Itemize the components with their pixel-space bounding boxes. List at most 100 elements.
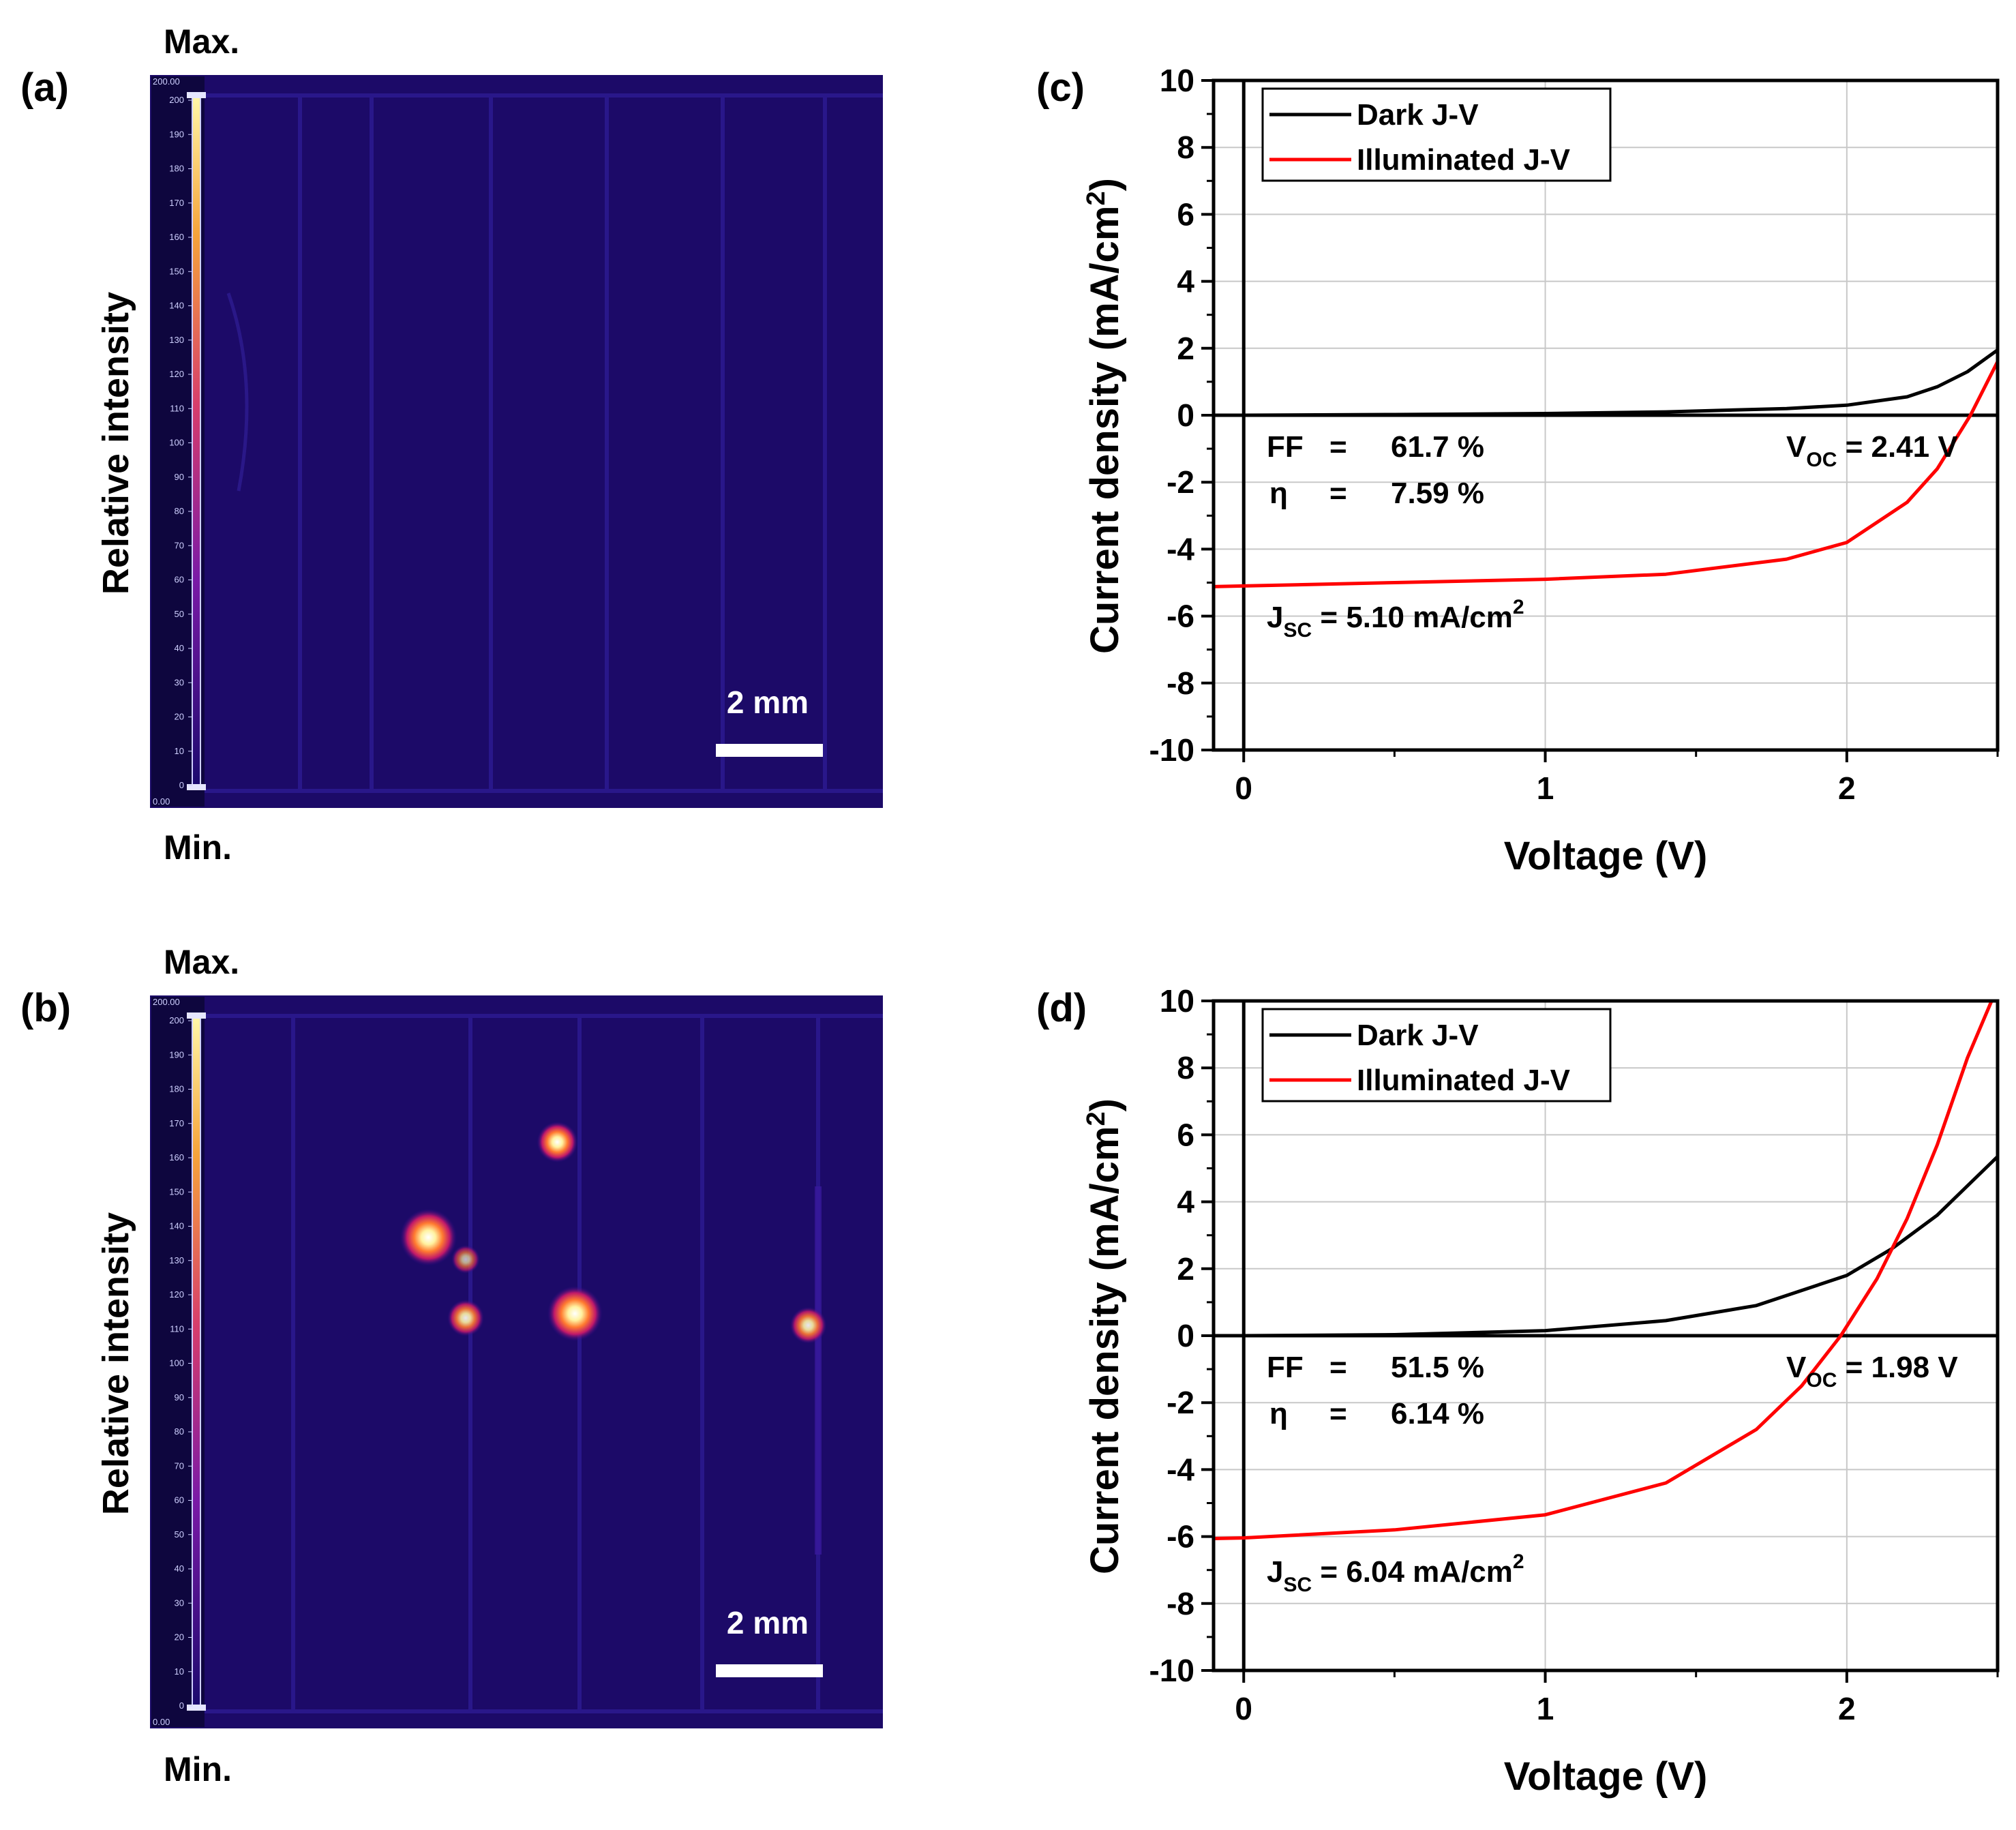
colorbar-tick-label: 190 <box>169 129 184 139</box>
colorbar-tick-label: 80 <box>175 1426 184 1437</box>
jv-chart-c: (c) -10 -8 -6 -4 -2 0 2 4 6 8 10 0 1 2 Voltage (V) Cu… <box>1036 63 2000 878</box>
colorbar-tick-label: 150 <box>169 1186 184 1197</box>
legend-item-dark: Dark J-V <box>1357 1019 1479 1052</box>
series-line-illuminated-j-v <box>1214 1001 1994 1540</box>
ff-label: FF <box>1267 430 1304 464</box>
legend-item-illuminated: Illuminated J-V <box>1357 1064 1571 1097</box>
y-tick-label: 6 <box>1177 196 1194 232</box>
y-tick-label: 2 <box>1177 331 1194 366</box>
y-tick-label: 8 <box>1177 130 1194 165</box>
y-tick-label: 10 <box>1160 983 1194 1019</box>
colorbar-tick-label: 120 <box>169 369 184 379</box>
colorbar-tick-label: 160 <box>169 232 184 242</box>
eta-equals: = <box>1329 1397 1347 1430</box>
jsc-annotation: JSC = 6.04 mA/cm2 <box>1267 1550 1524 1596</box>
y-axis-title: Relative intensity <box>95 292 136 595</box>
series-line-dark-j-v <box>1214 348 1998 417</box>
voc-annotation: VOC = 2.41 V <box>1786 430 1958 471</box>
colorbar-tick-label: 170 <box>169 198 184 208</box>
eta-value: 6.14 % <box>1391 1397 1484 1430</box>
colorbar-tick-label: 120 <box>169 1289 184 1300</box>
y-tick-label: 0 <box>1177 1318 1194 1353</box>
scale-bar: 2 mm <box>716 1605 823 1677</box>
annotations: FF = 51.5 % η = 6.14 % VOC = 1.98 V JSC … <box>1267 1351 1958 1596</box>
series-group <box>1214 348 1998 588</box>
y-tick-label: -6 <box>1167 1519 1194 1555</box>
colorbar-bottom: 0.00 <box>153 796 170 807</box>
colorbar-tick-label: 0 <box>179 780 184 790</box>
colorbar-tick-label: 70 <box>175 1460 184 1471</box>
colorbar-tick-label: 150 <box>169 266 184 276</box>
bright-finger <box>815 1186 822 1555</box>
colorbar: 200.00 0.00 2001901801701601501401301201… <box>151 76 206 807</box>
ff-equals: = <box>1329 1351 1347 1384</box>
y-tick-label: -2 <box>1167 1385 1194 1420</box>
x-axis-title: Voltage (V) <box>1504 834 1708 878</box>
colorbar-tick-label: 180 <box>169 164 184 174</box>
max-label: Max. <box>164 943 239 981</box>
panel-label: (a) <box>20 65 69 110</box>
colorbar-tick-label: 200 <box>169 95 184 105</box>
legend: Dark J-V Illuminated J-V <box>1261 1008 1612 1102</box>
colorbar-top: 200.00 <box>153 76 180 87</box>
y-axis-title: Relative intensity <box>95 1212 136 1515</box>
y-tick-label: -8 <box>1167 665 1194 701</box>
el-image <box>150 995 883 1728</box>
colorbar-tick-label: 170 <box>169 1118 184 1128</box>
colorbar-tick-label: 140 <box>169 1221 184 1231</box>
colorbar-tick-label: 110 <box>170 1323 184 1334</box>
x-tick-label: 0 <box>1235 770 1252 806</box>
scale-bar-label: 2 mm <box>727 1605 809 1640</box>
colorbar-tick-label: 20 <box>175 712 184 722</box>
jv-chart-d: (d) -10 -8 -6 -4 -2 0 2 4 6 8 10 0 1 2 Voltage (V) Cu… <box>1036 983 2000 1799</box>
colorbar-tick-label: 40 <box>175 643 184 653</box>
colorbar-tick-label: 200 <box>169 1015 184 1025</box>
colorbar-tick-label: 80 <box>175 506 184 516</box>
hotspot <box>537 1122 578 1162</box>
el-panel-b: (b) Max. Min. Relative intensity 200.00 … <box>20 943 883 1788</box>
colorbar-tick-label: 180 <box>169 1084 184 1094</box>
x-tick-label: 2 <box>1838 1691 1856 1726</box>
y-tick-label: -8 <box>1167 1586 1194 1621</box>
x-tick-label: 2 <box>1838 770 1856 806</box>
colorbar-top: 200.00 <box>153 997 180 1007</box>
y-tick-label: -4 <box>1167 531 1194 567</box>
colorbar-tick-label: 60 <box>175 1495 184 1505</box>
y-tick-label: -10 <box>1149 1653 1194 1688</box>
hotspot <box>547 1286 603 1342</box>
series-line-illuminated-j-v <box>1214 361 1998 588</box>
colorbar-tick-label: 50 <box>175 1529 184 1540</box>
jsc-annotation: JSC = 5.10 mA/cm2 <box>1267 596 1524 642</box>
x-tick-label: 1 <box>1537 770 1554 806</box>
hotspot <box>447 1300 485 1336</box>
hotspot <box>400 1208 457 1266</box>
annotations: FF = 61.7 % η = 7.59 % VOC = 2.41 V JSC … <box>1267 430 1958 642</box>
x-axis-title: Voltage (V) <box>1504 1754 1708 1799</box>
colorbar-tick-label: 30 <box>175 677 184 687</box>
ff-label: FF <box>1267 1351 1304 1384</box>
series-line-dark-j-v <box>1214 1155 1998 1338</box>
y-axis-title: Current density (mA/cm2) <box>1082 1098 1127 1574</box>
colorbar-tick-label: 130 <box>169 335 184 345</box>
y-tick-label: 0 <box>1177 397 1194 433</box>
colorbar-tick-label: 40 <box>175 1563 184 1574</box>
y-tick-label: 2 <box>1177 1251 1194 1287</box>
el-panel-a: (a) Max. Min. Relative intensity 200.00 … <box>20 22 883 867</box>
colorbar-tick-label: 70 <box>175 540 184 550</box>
y-axis-title: Current density (mA/cm2) <box>1082 178 1127 654</box>
y-tick-label: -2 <box>1167 464 1194 500</box>
panel-label: (b) <box>20 986 71 1030</box>
colorbar-tick-label: 100 <box>169 1358 184 1368</box>
x-tick-label: 0 <box>1235 1691 1252 1726</box>
colorbar-tick-label: 160 <box>169 1152 184 1162</box>
colorbar-tick-label: 140 <box>169 301 184 311</box>
colorbar-bottom: 0.00 <box>153 1717 170 1727</box>
y-tick-label: 8 <box>1177 1050 1194 1085</box>
y-tick-label: 6 <box>1177 1117 1194 1152</box>
colorbar-tick-label: 30 <box>175 1597 184 1608</box>
colorbar-tick-label: 10 <box>175 1666 184 1677</box>
ticks: -10 -8 -6 -4 -2 0 2 4 6 8 10 0 1 2 <box>1149 983 1999 1726</box>
hotspots <box>400 1122 827 1344</box>
min-label: Min. <box>164 828 232 867</box>
